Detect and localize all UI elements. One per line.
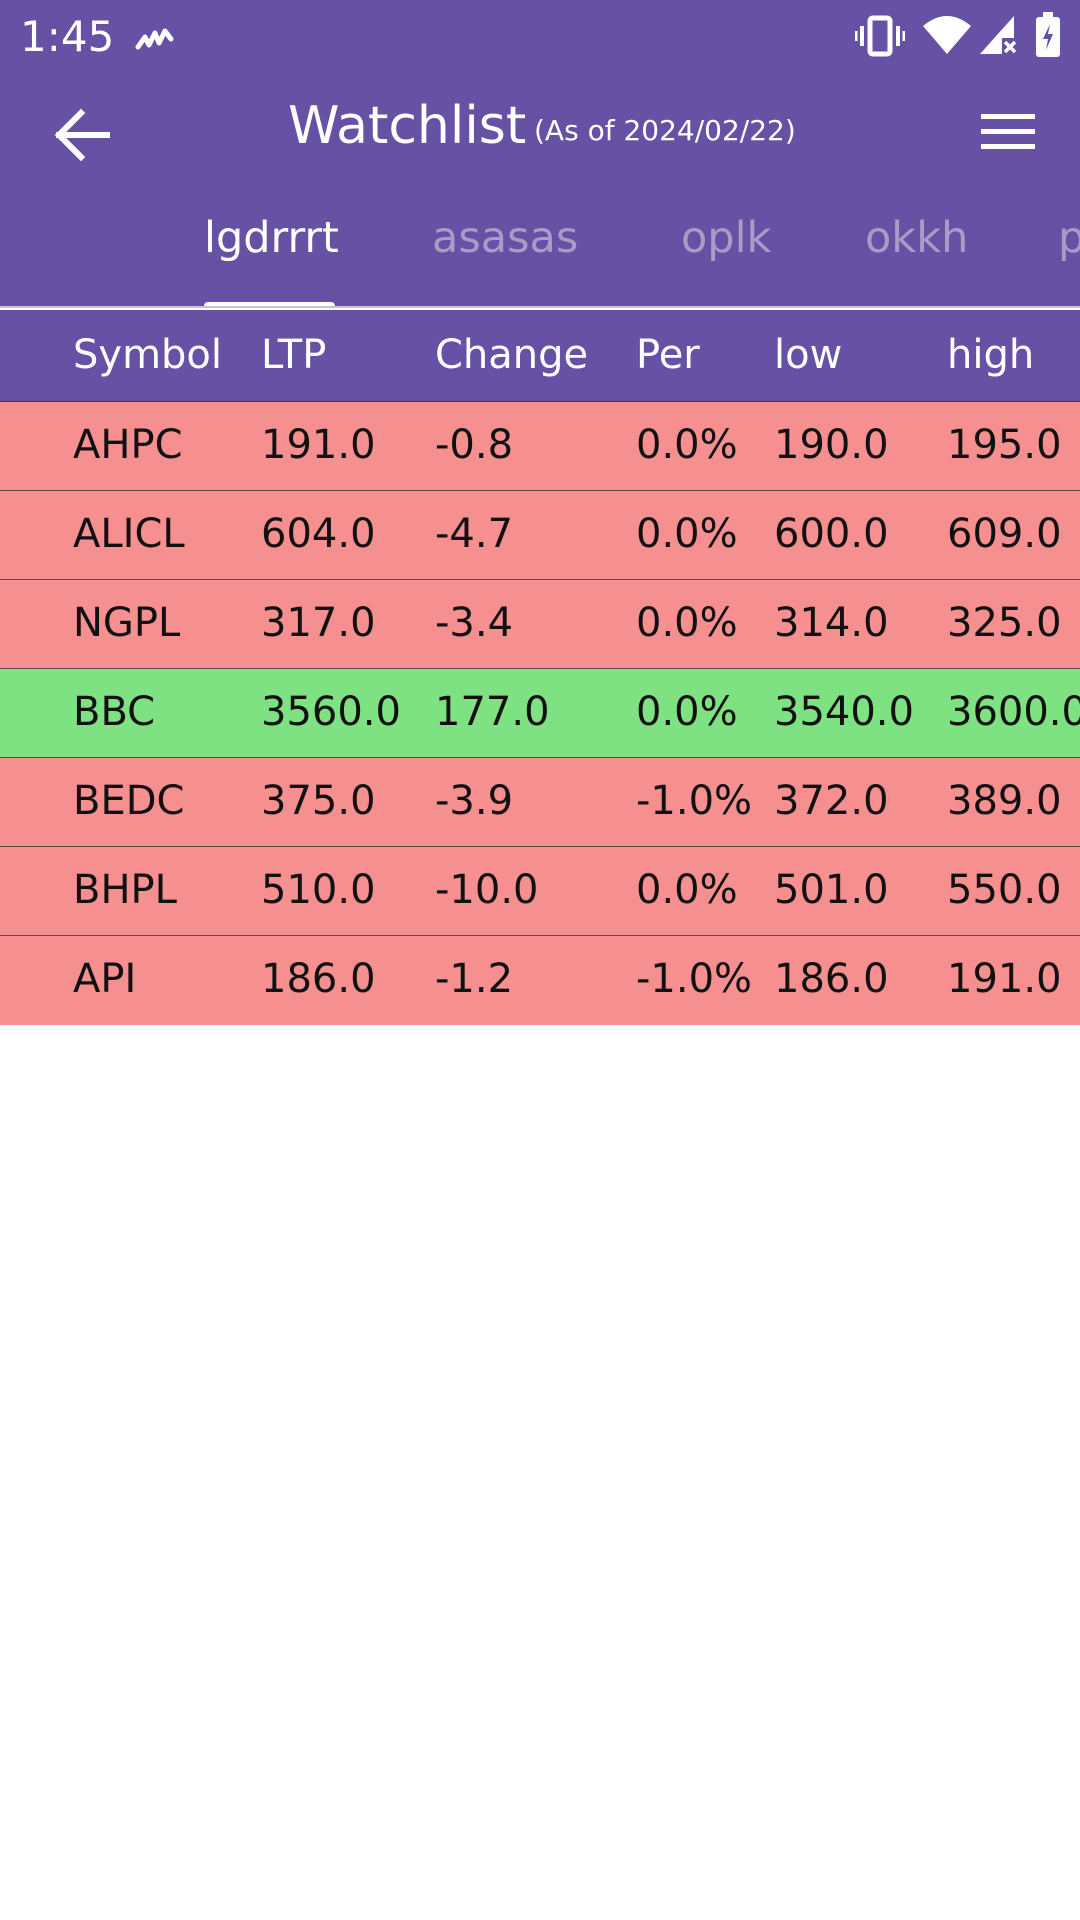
table-row[interactable]: BHPL 510.0 -10.0 0.0% 501.0 550.0 <box>0 847 1080 936</box>
ltp-cell: 191.0 <box>261 422 376 468</box>
column-header-symbol[interactable]: Symbol <box>73 332 223 378</box>
change-cell: -10.0 <box>435 867 539 913</box>
per-cell: -1.0% <box>636 956 753 1002</box>
high-cell: 195.0 <box>947 422 1062 468</box>
low-cell: 314.0 <box>774 600 889 646</box>
low-cell: 190.0 <box>774 422 889 468</box>
high-cell: 191.0 <box>947 956 1062 1002</box>
change-cell: -4.7 <box>435 511 514 557</box>
per-cell: 0.0% <box>636 600 738 646</box>
app-bar: Watchlist (As of 2024/02/22) <box>0 75 1080 190</box>
table-row[interactable]: API 186.0 -1.2 -1.0% 186.0 191.0 <box>0 936 1080 1025</box>
table-row[interactable]: BEDC 375.0 -3.9 -1.0% 372.0 389.0 <box>0 758 1080 847</box>
symbol-cell: ALICL <box>73 511 185 557</box>
symbol-cell: NGPL <box>73 600 181 646</box>
ltp-cell: 186.0 <box>261 956 376 1002</box>
column-header-ltp[interactable]: LTP <box>261 332 327 378</box>
column-header-high[interactable]: high <box>947 332 1035 378</box>
active-tab-indicator <box>204 302 335 306</box>
tab-asasas[interactable]: asasas <box>432 213 579 263</box>
ltp-cell: 3560.0 <box>261 689 401 735</box>
ltp-cell: 375.0 <box>261 778 376 824</box>
symbol-cell: BBC <box>73 689 156 735</box>
column-header-low[interactable]: low <box>774 332 843 378</box>
signal-icon <box>980 16 1017 54</box>
per-cell: -1.0% <box>636 778 753 824</box>
symbol-cell: API <box>73 956 137 1002</box>
tab-oplk[interactable]: oplk <box>681 213 772 263</box>
ltp-cell: 317.0 <box>261 600 376 646</box>
activity-icon <box>135 28 174 50</box>
per-cell: 0.0% <box>636 511 738 557</box>
low-cell: 501.0 <box>774 867 889 913</box>
per-cell: 0.0% <box>636 689 738 735</box>
per-cell: 0.0% <box>636 867 738 913</box>
tab-lgdrrrt[interactable]: lgdrrrt <box>204 213 339 263</box>
table-row[interactable]: BBC 3560.0 177.0 0.0% 3540.0 3600.0 <box>0 669 1080 758</box>
change-cell: -3.4 <box>435 600 514 646</box>
low-cell: 600.0 <box>774 511 889 557</box>
column-header-change[interactable]: Change <box>435 332 589 378</box>
per-cell: 0.0% <box>636 422 738 468</box>
tab-okkh[interactable]: okkh <box>865 213 969 263</box>
change-cell: 177.0 <box>435 689 550 735</box>
high-cell: 389.0 <box>947 778 1062 824</box>
ltp-cell: 604.0 <box>261 511 376 557</box>
back-arrow-icon <box>54 108 110 162</box>
change-cell: -3.9 <box>435 778 514 824</box>
low-cell: 3540.0 <box>774 689 914 735</box>
battery-icon <box>1036 12 1060 57</box>
symbol-cell: BHPL <box>73 867 177 913</box>
high-cell: 609.0 <box>947 511 1062 557</box>
status-bar: 1:45 <box>0 0 1080 75</box>
watchlist-table: Symbol LTP Change Per low high AHPC 191.… <box>0 310 1080 1025</box>
tab-p[interactable]: p <box>1058 208 1080 268</box>
page-title: Watchlist <box>288 96 527 156</box>
column-header-per[interactable]: Per <box>636 332 700 378</box>
status-time: 1:45 <box>20 12 115 61</box>
back-button[interactable] <box>45 100 125 170</box>
table-row[interactable]: AHPC 191.0 -0.8 0.0% 190.0 195.0 <box>0 402 1080 491</box>
low-cell: 186.0 <box>774 956 889 1002</box>
symbol-cell: BEDC <box>73 778 185 824</box>
table-row[interactable]: ALICL 604.0 -4.7 0.0% 600.0 609.0 <box>0 491 1080 580</box>
high-cell: 3600.0 <box>947 689 1080 735</box>
change-cell: -1.2 <box>435 956 514 1002</box>
high-cell: 325.0 <box>947 600 1062 646</box>
as-of-date: (As of 2024/02/22) <box>534 114 796 147</box>
low-cell: 372.0 <box>774 778 889 824</box>
ltp-cell: 510.0 <box>261 867 376 913</box>
change-cell: -0.8 <box>435 422 514 468</box>
high-cell: 550.0 <box>947 867 1062 913</box>
watchlist-tabs: lgdrrrt asasas oplk okkh p <box>0 190 1080 308</box>
table-header-row: Symbol LTP Change Per low high <box>0 310 1080 402</box>
menu-button[interactable] <box>970 103 1040 163</box>
symbol-cell: AHPC <box>73 422 183 468</box>
wifi-icon <box>923 16 971 54</box>
table-row[interactable]: NGPL 317.0 -3.4 0.0% 314.0 325.0 <box>0 580 1080 669</box>
vibrate-icon <box>855 15 905 57</box>
hamburger-menu-icon <box>981 114 1035 149</box>
